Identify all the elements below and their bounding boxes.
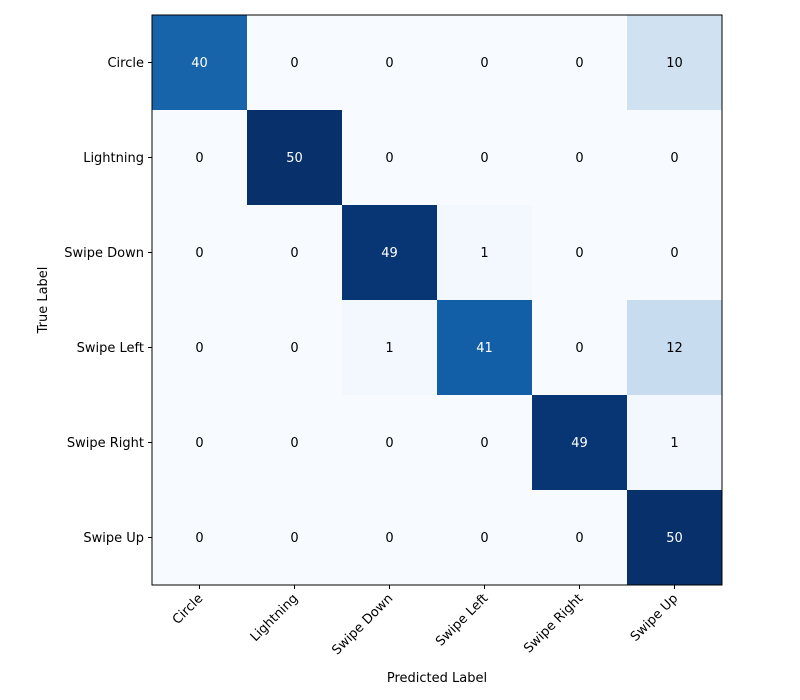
- cell-value-label: 0: [290, 436, 298, 451]
- cell-value-label: 0: [385, 56, 393, 71]
- cell-value-label: 1: [480, 246, 488, 261]
- cell-value-label: 0: [575, 341, 583, 356]
- y-axis-ticks: Circle Lightning Swipe Down Swipe Left Swipe…: [64, 56, 152, 546]
- cell-value-label: 41: [476, 341, 493, 356]
- heatmap-cell-swipe-down-swipe-up: [627, 205, 723, 301]
- heatmap-cell-swipe-up-swipe-left: [437, 490, 533, 586]
- cell-value-label: 1: [670, 436, 678, 451]
- cell-value-label: 50: [666, 531, 683, 546]
- heatmap-cell-lightning-swipe-up: [627, 110, 723, 206]
- heatmap-cell-swipe-up-swipe-right: [532, 490, 628, 586]
- cell-value-label: 0: [195, 341, 203, 356]
- heatmap-cell-swipe-right-circle: [152, 395, 248, 491]
- cell-value-label: 0: [670, 246, 678, 261]
- x-axis-ticks: Circle Lightning Swipe Down Swipe Left Swipe…: [170, 585, 681, 658]
- cell-value-label: 0: [480, 151, 488, 166]
- cell-value-label: 1: [385, 341, 393, 356]
- cell-value-label: 0: [290, 341, 298, 356]
- heatmap-cell-swipe-down-lightning: [247, 205, 343, 301]
- cell-value-label: 0: [385, 531, 393, 546]
- heatmap-cell-swipe-right-swipe-down: [342, 395, 438, 491]
- heatmap-cell-swipe-left-swipe-up: [627, 300, 723, 396]
- x-tick-label-swipe-right: Swipe Right: [521, 591, 586, 656]
- cell-value-label: 0: [195, 151, 203, 166]
- heatmap-cell-lightning-swipe-right: [532, 110, 628, 206]
- heatmap-cell-circle-circle: [152, 15, 248, 111]
- y-tick-label-swipe-left: Swipe Left: [77, 341, 144, 356]
- cell-value-label: 0: [195, 531, 203, 546]
- heatmap-cell-swipe-left-swipe-down: [342, 300, 438, 396]
- cell-value-label: 0: [290, 246, 298, 261]
- cell-value-label: 49: [571, 436, 588, 451]
- heatmap-cell-circle-swipe-up: [627, 15, 723, 111]
- y-axis-label: True Label: [36, 267, 51, 335]
- heatmap-cell-swipe-up-lightning: [247, 490, 343, 586]
- y-tick-label-swipe-up: Swipe Up: [83, 531, 144, 546]
- cell-value-label: 0: [195, 436, 203, 451]
- heatmap-cell-lightning-swipe-down: [342, 110, 438, 206]
- cell-value-label: 0: [385, 436, 393, 451]
- heatmap-cell-swipe-left-swipe-left: [437, 300, 533, 396]
- heatmap-cell-swipe-down-circle: [152, 205, 248, 301]
- heatmap-cell-swipe-right-lightning: [247, 395, 343, 491]
- heatmap-cell-lightning-circle: [152, 110, 248, 206]
- heatmap-cell-swipe-down-swipe-left: [437, 205, 533, 301]
- cell-value-label: 49: [381, 246, 398, 261]
- cell-value-label: 40: [191, 56, 208, 71]
- cell-value-label: 0: [575, 531, 583, 546]
- heatmap-cells: [152, 15, 723, 586]
- cell-value-label: 0: [575, 56, 583, 71]
- cell-value-label: 0: [670, 151, 678, 166]
- cell-value-label: 0: [575, 151, 583, 166]
- cell-value-label: 50: [286, 151, 303, 166]
- x-axis-label: Predicted Label: [387, 671, 487, 686]
- heatmap-cell-swipe-left-circle: [152, 300, 248, 396]
- heatmap-cell-lightning-lightning: [247, 110, 343, 206]
- heatmap-cell-swipe-right-swipe-up: [627, 395, 723, 491]
- cell-value-labels: 40 0 0 0 0 100 50 0 0 0 00 0 49 1 0 00 0 1 41 0 120 0 0 0 49 10 0 0…: [191, 56, 683, 546]
- heatmap-cell-circle-swipe-right: [532, 15, 628, 111]
- y-tick-label-swipe-down: Swipe Down: [64, 246, 144, 261]
- cell-value-label: 0: [480, 56, 488, 71]
- heatmap-cell-swipe-left-swipe-right: [532, 300, 628, 396]
- x-tick-label-circle: Circle: [170, 591, 206, 627]
- y-tick-label-circle: Circle: [107, 56, 144, 71]
- heatmap-cell-swipe-right-swipe-right: [532, 395, 628, 491]
- heatmap-cell-swipe-up-swipe-down: [342, 490, 438, 586]
- cell-value-label: 0: [575, 246, 583, 261]
- cell-value-label: 12: [666, 341, 683, 356]
- heatmap-cell-swipe-up-circle: [152, 490, 248, 586]
- heatmap-cell-swipe-right-swipe-left: [437, 395, 533, 491]
- x-tick-label-swipe-down: Swipe Down: [329, 591, 396, 658]
- x-tick-label-swipe-left: Swipe Left: [433, 591, 491, 649]
- plot-frame: [151, 14, 723, 586]
- cell-value-label: 0: [385, 151, 393, 166]
- heatmap-cell-circle-swipe-left: [437, 15, 533, 111]
- heatmap-cell-swipe-down-swipe-down: [342, 205, 438, 301]
- cell-value-label: 0: [195, 246, 203, 261]
- heatmap-cell-swipe-down-swipe-right: [532, 205, 628, 301]
- y-tick-label-swipe-right: Swipe Right: [67, 436, 144, 451]
- y-tick-label-lightning: Lightning: [83, 151, 144, 166]
- cell-value-label: 10: [666, 56, 683, 71]
- x-tick-label-swipe-up: Swipe Up: [628, 591, 681, 644]
- cell-value-label: 0: [480, 531, 488, 546]
- heatmap-cell-circle-lightning: [247, 15, 343, 111]
- x-tick-label-lightning: Lightning: [248, 591, 302, 645]
- cell-value-label: 0: [480, 436, 488, 451]
- cell-value-label: 0: [290, 56, 298, 71]
- heatmap-cell-swipe-left-lightning: [247, 300, 343, 396]
- heatmap-cell-swipe-up-swipe-up: [627, 490, 723, 586]
- heatmap-cell-circle-swipe-down: [342, 15, 438, 111]
- cell-value-label: 0: [290, 531, 298, 546]
- heatmap-cell-lightning-swipe-left: [437, 110, 533, 206]
